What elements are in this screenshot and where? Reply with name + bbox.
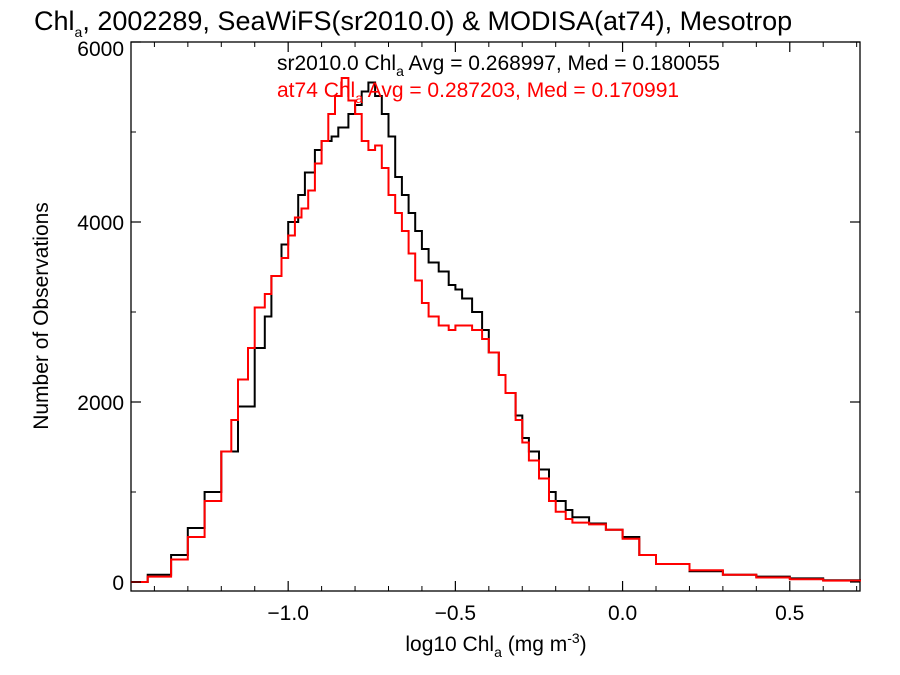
x-axis-label-units-sup: -3 <box>567 630 580 646</box>
annotation-sr2010-post: Avg = 0.268997, Med = 0.180055 <box>404 52 720 75</box>
plot-frame <box>130 41 861 592</box>
series-line-at74 <box>131 77 861 583</box>
x-tick-label: 0.0 <box>608 602 637 625</box>
annotation-at74-post: Avg = 0.287203, Med = 0.170991 <box>363 79 679 102</box>
title-chl: Chl <box>34 6 75 36</box>
annotation-at74: at74 Chla Avg = 0.287203, Med = 0.170991 <box>277 79 679 106</box>
x-tick-label: 0.5 <box>775 602 804 625</box>
x-tick-label: −0.5 <box>435 602 476 625</box>
annotation-at74-sub: a <box>355 90 363 106</box>
x-axis-label-sub: a <box>494 644 502 660</box>
title-rest: , 2002289, SeaWiFS(sr2010.0) & MODISA(at… <box>82 6 792 36</box>
title-chl-subscript: a <box>75 24 83 40</box>
y-tick-label: 6000 <box>77 38 124 61</box>
y-tick-label: 0 <box>112 572 124 595</box>
y-axis-label: Number of Observations <box>30 202 53 430</box>
x-tick-label: −1.0 <box>267 602 308 625</box>
annotation-at74-pre: at74 Chl <box>277 79 355 102</box>
series-line-sr2010-0 <box>131 81 861 583</box>
x-axis-label-units-close: ) <box>580 633 587 656</box>
x-axis-label: log10 Chla (mg m-3) <box>405 630 586 660</box>
chart-title: Chla, 2002289, SeaWiFS(sr2010.0) & MODIS… <box>34 6 792 40</box>
series-layer <box>131 77 861 583</box>
annotation-sr2010-pre: sr2010.0 Chl <box>277 52 396 75</box>
annotation-sr2010-sub: a <box>396 63 404 79</box>
x-axis-label-units: (mg m <box>502 633 567 656</box>
x-axis-label-main: log10 Chl <box>405 633 494 656</box>
tick-layer: −1.0 −0.5 0.0 0.5 0 2000 4000 6000 <box>77 38 860 625</box>
y-tick-label: 4000 <box>77 212 124 235</box>
y-tick-label: 2000 <box>77 392 124 415</box>
annotation-sr2010: sr2010.0 Chla Avg = 0.268997, Med = 0.18… <box>277 52 720 79</box>
